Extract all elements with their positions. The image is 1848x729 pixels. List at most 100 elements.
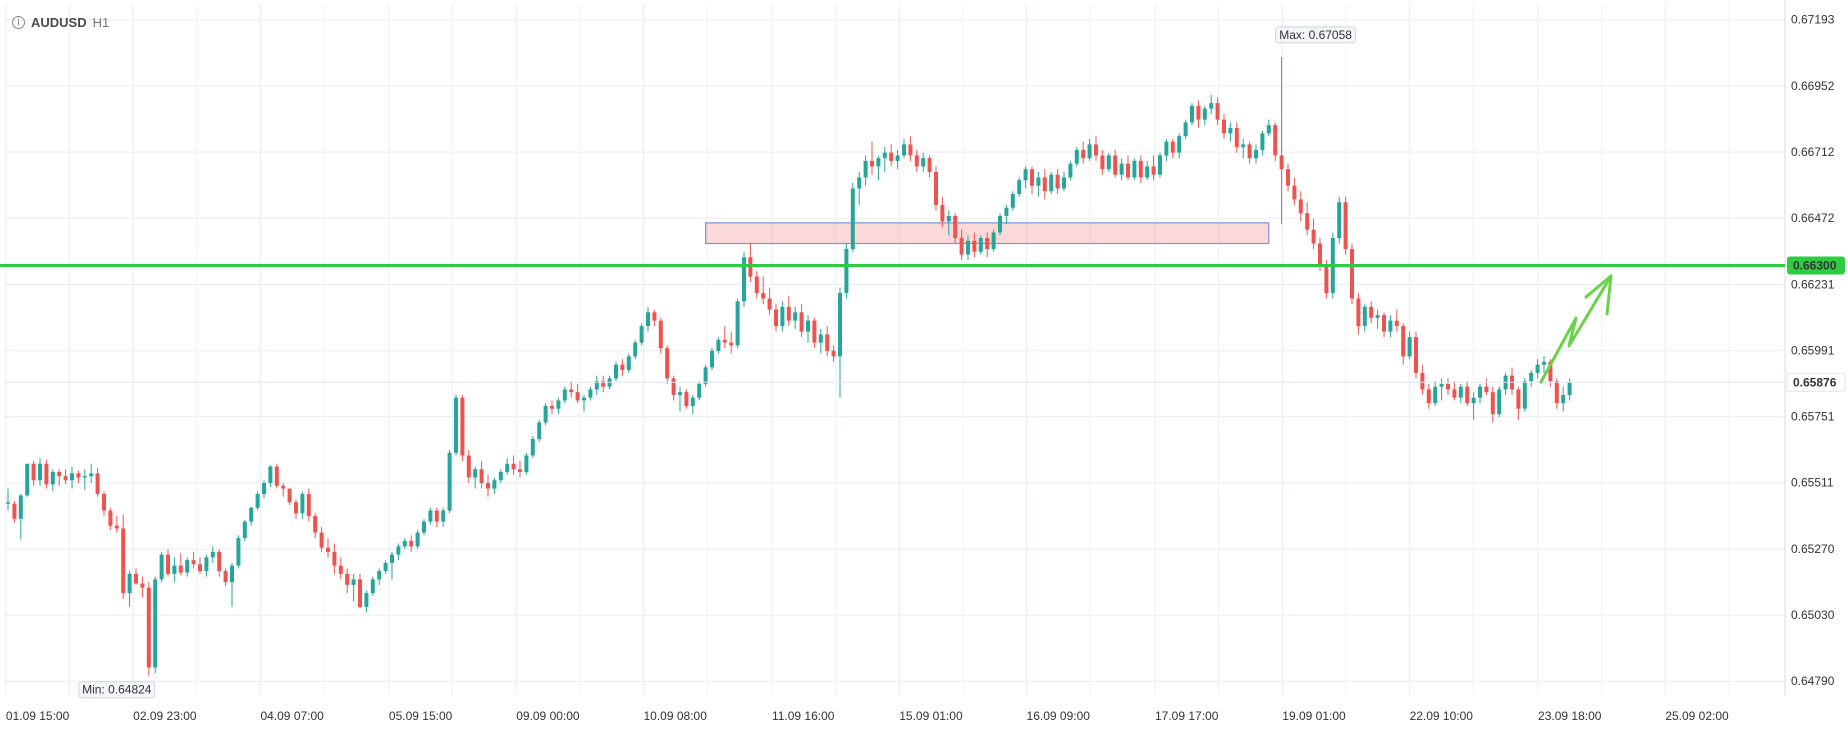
candle-body[interactable]: [204, 557, 209, 572]
candle-body[interactable]: [326, 547, 330, 552]
candle-body[interactable]: [1452, 389, 1457, 398]
candle-body[interactable]: [268, 466, 273, 484]
candle-body[interactable]: [1126, 163, 1130, 178]
candle-body[interactable]: [460, 397, 465, 456]
candle-body[interactable]: [505, 463, 510, 473]
candle-body[interactable]: [249, 507, 254, 522]
candle-body[interactable]: [1164, 141, 1169, 156]
candle-body[interactable]: [210, 551, 215, 558]
candle-body[interactable]: [1055, 174, 1060, 189]
candle-body[interactable]: [358, 579, 362, 607]
candle-body[interactable]: [370, 579, 375, 594]
candle-body[interactable]: [6, 502, 10, 504]
candle-body[interactable]: [1177, 136, 1182, 153]
candle-body[interactable]: [1343, 202, 1348, 250]
candle-body[interactable]: [703, 367, 708, 384]
candle-body[interactable]: [63, 476, 68, 481]
candle-body[interactable]: [889, 152, 894, 161]
candle-body[interactable]: [422, 521, 426, 533]
candle-body[interactable]: [185, 560, 190, 573]
candle-body[interactable]: [415, 532, 420, 547]
candle-body[interactable]: [447, 452, 452, 511]
candle-body[interactable]: [1183, 122, 1188, 137]
candle-body[interactable]: [57, 472, 62, 477]
candle-body[interactable]: [537, 422, 542, 439]
candle-body[interactable]: [1228, 127, 1233, 134]
candle-body[interactable]: [678, 392, 682, 395]
candle-body[interactable]: [1215, 103, 1220, 120]
candle-body[interactable]: [89, 473, 94, 477]
candle-body[interactable]: [31, 463, 36, 481]
candle-body[interactable]: [18, 495, 23, 519]
candle-body[interactable]: [1484, 386, 1489, 393]
candle-body[interactable]: [767, 298, 772, 310]
candle-body[interactable]: [1036, 177, 1041, 186]
candle-body[interactable]: [921, 158, 926, 167]
candle-body[interactable]: [383, 562, 388, 572]
candle-body[interactable]: [1318, 243, 1322, 266]
info-icon[interactable]: i: [12, 16, 25, 29]
candle-body[interactable]: [940, 204, 945, 222]
candle-body[interactable]: [818, 334, 823, 343]
candle-body[interactable]: [543, 405, 548, 423]
candle-body[interactable]: [159, 554, 164, 580]
candle-body[interactable]: [812, 320, 817, 343]
candle-body[interactable]: [959, 238, 964, 255]
candle-body[interactable]: [364, 593, 369, 607]
candle-body[interactable]: [1241, 144, 1246, 148]
candle-body[interactable]: [786, 306, 791, 321]
candle-body[interactable]: [153, 579, 158, 668]
candle-body[interactable]: [319, 532, 324, 548]
candle-body[interactable]: [1394, 320, 1399, 327]
candle-body[interactable]: [166, 554, 170, 574]
candle-body[interactable]: [524, 455, 529, 473]
candle-body[interactable]: [780, 306, 785, 327]
candle-body[interactable]: [742, 257, 746, 302]
candle-body[interactable]: [454, 397, 458, 453]
candle-body[interactable]: [793, 312, 798, 321]
candle-body[interactable]: [1234, 127, 1239, 148]
candle-body[interactable]: [530, 438, 535, 456]
candle-body[interactable]: [556, 400, 561, 409]
candle-body[interactable]: [735, 301, 740, 346]
candle-body[interactable]: [1426, 389, 1431, 404]
candle-body[interactable]: [434, 510, 439, 522]
candle-body[interactable]: [633, 342, 638, 357]
candle-body[interactable]: [1247, 144, 1252, 159]
candle-body[interactable]: [985, 238, 990, 250]
candle-body[interactable]: [351, 579, 356, 585]
candle-body[interactable]: [198, 564, 202, 572]
candle-body[interactable]: [300, 494, 305, 514]
candle-body[interactable]: [601, 381, 606, 387]
candle-body[interactable]: [511, 463, 516, 470]
candle-body[interactable]: [1542, 361, 1546, 365]
candle-body[interactable]: [217, 551, 222, 572]
candle-body[interactable]: [1382, 315, 1386, 332]
candle-body[interactable]: [729, 342, 734, 346]
candle-body[interactable]: [1529, 372, 1534, 382]
candle-body[interactable]: [230, 565, 234, 583]
candle-body[interactable]: [844, 249, 849, 294]
candle-body[interactable]: [825, 334, 830, 351]
candle-body[interactable]: [396, 546, 401, 555]
candle-body[interactable]: [684, 392, 689, 406]
candle-body[interactable]: [223, 571, 228, 583]
candle-body[interactable]: [690, 397, 695, 406]
candle-body[interactable]: [927, 158, 932, 172]
candle-body[interactable]: [1465, 386, 1470, 404]
candle-body[interactable]: [390, 554, 394, 563]
candle-body[interactable]: [108, 510, 113, 526]
timeframe-label[interactable]: H1: [92, 15, 110, 30]
candle-body[interactable]: [1369, 306, 1374, 318]
candle-body[interactable]: [518, 469, 522, 473]
candle-body[interactable]: [1414, 337, 1418, 373]
candle-body[interactable]: [991, 232, 996, 250]
candle-body[interactable]: [914, 155, 919, 167]
candle-body[interactable]: [639, 326, 644, 343]
candle-body[interactable]: [12, 503, 17, 519]
candle-body[interactable]: [1132, 160, 1137, 178]
candle-body[interactable]: [262, 483, 266, 495]
candle-body[interactable]: [255, 494, 260, 508]
candle-body[interactable]: [626, 356, 631, 371]
candle-body[interactable]: [946, 215, 951, 222]
